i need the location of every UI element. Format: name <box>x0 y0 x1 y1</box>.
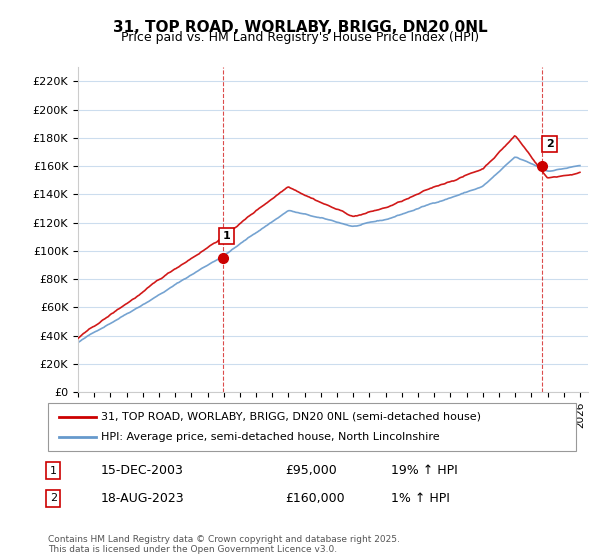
Text: 15-DEC-2003: 15-DEC-2003 <box>101 464 184 477</box>
Text: 2: 2 <box>546 139 554 149</box>
Text: 31, TOP ROAD, WORLABY, BRIGG, DN20 0NL: 31, TOP ROAD, WORLABY, BRIGG, DN20 0NL <box>113 20 487 35</box>
Text: Price paid vs. HM Land Registry's House Price Index (HPI): Price paid vs. HM Land Registry's House … <box>121 31 479 44</box>
Text: 19% ↑ HPI: 19% ↑ HPI <box>391 464 458 477</box>
Text: 1: 1 <box>223 231 230 241</box>
Text: HPI: Average price, semi-detached house, North Lincolnshire: HPI: Average price, semi-detached house,… <box>101 432 439 442</box>
Text: 18-AUG-2023: 18-AUG-2023 <box>101 492 184 505</box>
Text: 1: 1 <box>50 465 57 475</box>
Text: Contains HM Land Registry data © Crown copyright and database right 2025.
This d: Contains HM Land Registry data © Crown c… <box>48 535 400 554</box>
Text: £95,000: £95,000 <box>286 464 337 477</box>
Text: £160,000: £160,000 <box>286 492 345 505</box>
Text: 2: 2 <box>50 493 57 503</box>
Text: 1% ↑ HPI: 1% ↑ HPI <box>391 492 450 505</box>
Text: 31, TOP ROAD, WORLABY, BRIGG, DN20 0NL (semi-detached house): 31, TOP ROAD, WORLABY, BRIGG, DN20 0NL (… <box>101 412 481 422</box>
FancyBboxPatch shape <box>48 403 576 451</box>
